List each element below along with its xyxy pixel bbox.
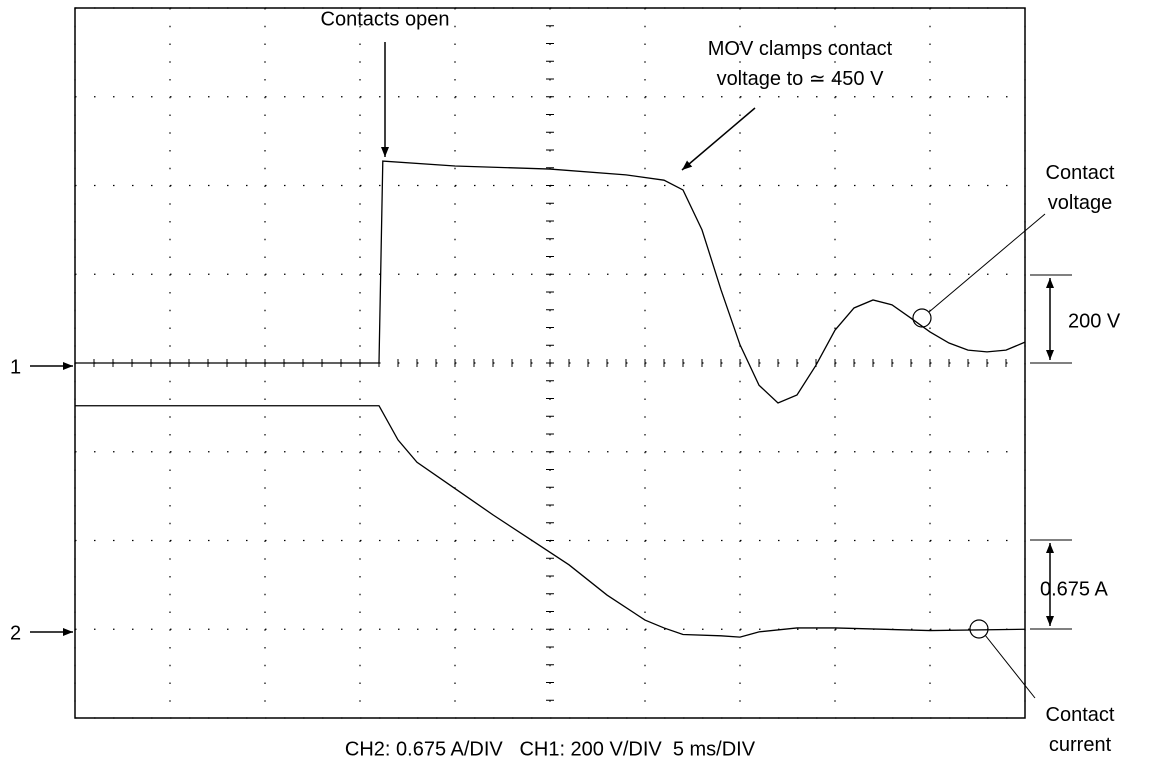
marker-circle bbox=[969, 619, 989, 639]
marker-circle bbox=[912, 308, 932, 328]
arrow bbox=[681, 107, 756, 171]
scale-label: 0.675 A bbox=[1040, 578, 1109, 600]
trace bbox=[75, 405, 1026, 638]
channel-label: 1 bbox=[10, 356, 21, 378]
series-label: Contact current bbox=[1045, 704, 1115, 756]
channel-label: 2 bbox=[10, 622, 21, 644]
annotation: Contacts open bbox=[321, 8, 450, 30]
footer: CH2: 0.675 A/DIV CH1: 200 V/DIV 5 ms/DIV bbox=[345, 738, 756, 760]
annotation: MOV clamps contact voltage to ≃ 450 V bbox=[707, 38, 893, 90]
leader-line bbox=[984, 634, 1036, 699]
leader-line bbox=[928, 213, 1046, 313]
series-label: Contact voltage bbox=[1045, 162, 1115, 214]
trace bbox=[75, 160, 1026, 404]
scale-label: 200 V bbox=[1068, 310, 1121, 332]
